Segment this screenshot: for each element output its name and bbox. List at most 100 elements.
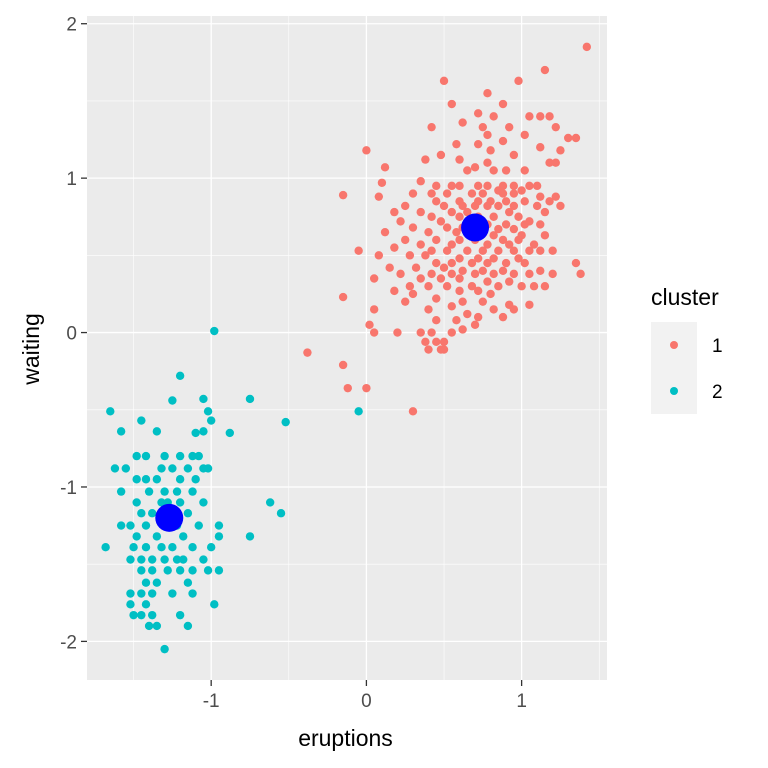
data-point-cluster-1 [520, 197, 529, 206]
data-point-cluster-1 [436, 274, 446, 283]
data-point-cluster-1 [369, 305, 379, 314]
data-point-cluster-1 [483, 130, 492, 140]
data-point-cluster-2 [132, 498, 141, 507]
data-point-cluster-1 [442, 246, 452, 255]
data-point-cluster-1 [463, 166, 472, 175]
data-point-cluster-1 [536, 220, 545, 229]
data-point-cluster-2 [163, 566, 172, 575]
data-point-cluster-1 [505, 122, 514, 132]
data-point-cluster-1 [514, 76, 523, 86]
data-point-cluster-2 [265, 498, 275, 507]
data-point-cluster-1 [576, 269, 585, 279]
data-point-cluster-1 [473, 254, 483, 263]
data-point-cluster-2 [203, 566, 213, 575]
data-point-cluster-1 [427, 189, 436, 198]
data-point-cluster-1 [556, 146, 565, 155]
data-point-cluster-1 [525, 112, 534, 121]
data-point-cluster-1 [473, 139, 483, 149]
data-point-cluster-2 [175, 451, 185, 461]
data-point-cluster-1 [520, 166, 529, 175]
data-point-cluster-2 [110, 464, 120, 473]
data-point-cluster-1 [470, 320, 480, 330]
data-point-cluster-2 [168, 396, 177, 405]
data-point-cluster-2 [172, 555, 182, 564]
data-point-cluster-1 [489, 212, 498, 221]
data-point-cluster-1 [520, 220, 529, 229]
data-point-cluster-1 [505, 240, 514, 249]
data-point-cluster-1 [424, 282, 433, 291]
data-point-cluster-1 [489, 112, 498, 121]
data-point-cluster-1 [432, 235, 441, 245]
y-tick-label: -2 [60, 632, 77, 653]
data-point-cluster-1 [436, 217, 446, 226]
data-point-cluster-1 [489, 305, 498, 314]
data-point-cluster-2 [137, 566, 146, 575]
data-point-cluster-2 [141, 521, 151, 530]
gridlines [87, 16, 607, 680]
data-point-cluster-1 [408, 189, 418, 198]
data-point-cluster-2 [126, 521, 135, 530]
data-point-cluster-1 [525, 181, 534, 191]
data-point-cluster-1 [473, 312, 483, 322]
data-point-cluster-1 [442, 223, 452, 232]
data-point-cluster-2 [116, 521, 126, 530]
data-point-cluster-1 [545, 112, 554, 121]
data-point-cluster-1 [416, 177, 425, 186]
data-point-cluster-1 [536, 246, 545, 255]
data-point-cluster-1 [374, 251, 384, 260]
y-tick-label: 2 [66, 15, 77, 36]
data-point-cluster-1 [455, 235, 464, 245]
data-point-cluster-2 [188, 566, 197, 575]
data-point-cluster-2 [175, 498, 185, 507]
data-point-cluster-2 [144, 487, 154, 496]
data-point-cluster-1 [483, 201, 492, 211]
data-point-cluster-1 [473, 181, 483, 191]
data-point-cluster-1 [405, 251, 415, 260]
data-point-cluster-1 [489, 254, 498, 263]
data-point-cluster-2 [144, 621, 154, 631]
data-point-cluster-2 [141, 600, 151, 609]
data-point-cluster-1 [509, 269, 519, 279]
data-point-cluster-1 [536, 143, 545, 152]
data-point-cluster-2 [214, 532, 224, 541]
data-point-cluster-1 [498, 136, 508, 146]
data-point-cluster-1 [369, 328, 379, 337]
centroid-cluster-2 [155, 503, 184, 532]
centroid-cluster-1 [461, 213, 490, 242]
data-point-cluster-1 [470, 163, 480, 172]
data-point-cluster-1 [529, 282, 539, 291]
data-point-cluster-2 [152, 427, 162, 436]
data-point-cluster-1 [483, 258, 492, 268]
data-point-cluster-1 [385, 263, 394, 272]
data-point-cluster-2 [210, 600, 219, 609]
data-point-cluster-1 [452, 139, 461, 149]
data-point-cluster-1 [548, 246, 557, 255]
data-point-cluster-2 [245, 532, 255, 541]
data-point-cluster-2 [137, 610, 146, 620]
data-point-cluster-1 [483, 89, 492, 98]
data-point-cluster-2 [137, 589, 146, 598]
axes: -1 0 1 -2 -1 0 1 2 [60, 15, 527, 712]
data-point-cluster-2 [191, 475, 200, 484]
data-point-cluster-2 [206, 543, 216, 552]
data-point-cluster-1 [467, 189, 477, 198]
data-point-cluster-1 [458, 325, 467, 334]
data-point-cluster-1 [501, 258, 511, 268]
x-tick-label: 1 [516, 691, 527, 712]
data-point-cluster-2 [175, 566, 185, 575]
data-point-cluster-2 [179, 555, 188, 564]
data-point-cluster-2 [203, 407, 213, 416]
data-point-cluster-1 [424, 345, 433, 354]
data-point-cluster-1 [498, 266, 508, 275]
data-point-cluster-1 [501, 220, 511, 229]
data-point-cluster-1 [532, 181, 542, 191]
data-point-cluster-1 [478, 266, 488, 275]
data-point-cluster-2 [157, 498, 166, 507]
data-point-cluster-1 [447, 302, 456, 311]
data-point-cluster-2 [157, 464, 166, 473]
data-point-cluster-1 [421, 251, 430, 260]
x-tick-label: 0 [361, 691, 372, 712]
data-point-cluster-1 [432, 197, 441, 206]
data-point-cluster-1 [540, 207, 550, 217]
